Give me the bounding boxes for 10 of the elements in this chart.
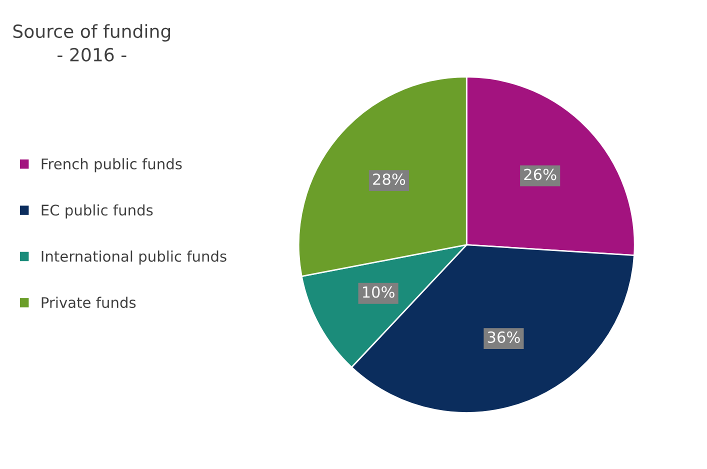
legend-label: Private funds: [42, 296, 136, 308]
data-label: 10%: [362, 286, 394, 298]
chart-subtitle: - 2016 -: [58, 48, 126, 62]
data-label: 36%: [488, 331, 520, 343]
data-label: 28%: [373, 173, 406, 186]
legend-label: French public funds: [42, 158, 182, 172]
chart-title: Source of funding: [13, 24, 170, 42]
data-label: 26%: [524, 168, 556, 180]
legend-label: International public funds: [42, 250, 226, 265]
legend-label: EC public funds: [42, 204, 153, 218]
